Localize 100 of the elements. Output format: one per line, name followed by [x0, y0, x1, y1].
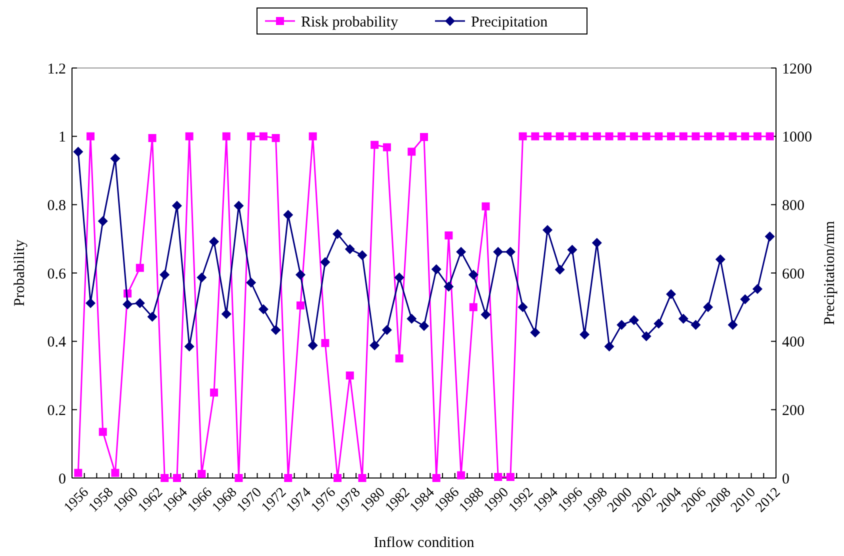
- point: [110, 154, 120, 164]
- point: [432, 474, 440, 482]
- point: [394, 272, 404, 282]
- point: [506, 472, 514, 481]
- point: [703, 302, 714, 312]
- point: [198, 470, 206, 478]
- point: [258, 304, 268, 314]
- point: [74, 468, 82, 477]
- point: [544, 132, 552, 140]
- legend-label: Risk probability: [301, 14, 399, 30]
- point: [766, 132, 774, 140]
- point: [530, 327, 540, 338]
- point: [741, 132, 750, 140]
- point: [704, 132, 712, 140]
- point: [370, 340, 380, 350]
- point: [531, 132, 540, 140]
- point: [642, 132, 650, 140]
- point: [308, 132, 317, 140]
- point: [222, 132, 230, 140]
- point: [419, 320, 429, 331]
- point: [147, 312, 158, 322]
- point: [728, 320, 738, 330]
- point: [444, 282, 454, 292]
- point: [358, 474, 366, 482]
- point: [73, 146, 84, 157]
- y2-axis-title: Precipitation/mm: [822, 220, 838, 326]
- point: [505, 246, 516, 257]
- point: [431, 264, 442, 274]
- y-tick-label: 1.2: [47, 61, 66, 78]
- point: [592, 132, 601, 140]
- point: [334, 474, 342, 482]
- point: [753, 132, 762, 140]
- y-tick-label: 0.2: [47, 402, 66, 419]
- point: [184, 341, 194, 352]
- y2-tick-label: 600: [782, 266, 804, 282]
- y-tick-label: 0.8: [47, 198, 66, 214]
- point: [308, 340, 318, 350]
- point: [456, 246, 466, 257]
- point: [654, 132, 663, 140]
- point: [98, 216, 108, 226]
- point: [667, 132, 676, 140]
- point: [580, 330, 590, 340]
- point: [259, 132, 268, 140]
- point: [678, 314, 688, 324]
- point: [690, 320, 701, 330]
- point: [134, 298, 145, 308]
- point: [457, 471, 466, 480]
- point: [542, 224, 553, 235]
- point: [98, 428, 107, 436]
- point: [86, 298, 96, 308]
- point: [344, 244, 355, 254]
- point: [444, 231, 453, 240]
- point: [592, 238, 602, 248]
- point: [740, 294, 750, 304]
- point: [86, 132, 95, 140]
- point: [210, 388, 218, 397]
- point: [111, 468, 120, 477]
- point: [480, 310, 491, 320]
- point: [493, 246, 504, 257]
- y2-tick-label: 800: [782, 198, 804, 214]
- point: [234, 200, 244, 211]
- point: [494, 472, 502, 481]
- point: [382, 143, 391, 152]
- point: [715, 254, 726, 264]
- point: [616, 320, 627, 330]
- point: [234, 474, 243, 482]
- point: [172, 200, 182, 211]
- point: [752, 284, 762, 294]
- point: [406, 314, 417, 324]
- legend-label: Precipitation: [471, 14, 548, 30]
- point: [628, 315, 639, 326]
- point: [382, 325, 392, 336]
- y-tick-label: 1: [58, 130, 66, 146]
- y-tick-label: 0: [58, 471, 66, 488]
- point: [554, 264, 565, 275]
- y2-tick-label: 400: [782, 334, 804, 351]
- point: [160, 270, 170, 280]
- point: [185, 132, 194, 140]
- y2-tick-label: 1200: [782, 61, 812, 78]
- point: [283, 210, 294, 220]
- point: [346, 372, 354, 380]
- point: [270, 325, 281, 336]
- point: [395, 354, 404, 362]
- point: [468, 270, 478, 280]
- y2-tick-label: 200: [782, 402, 804, 419]
- point: [332, 229, 343, 240]
- point: [321, 339, 330, 348]
- point: [679, 132, 688, 140]
- point: [172, 474, 181, 482]
- point: [221, 309, 232, 319]
- point: [122, 299, 133, 310]
- point: [160, 474, 169, 482]
- point: [408, 148, 416, 156]
- point: [518, 302, 528, 312]
- point: [136, 264, 144, 272]
- point: [764, 231, 775, 242]
- point: [469, 303, 478, 312]
- point: [482, 202, 490, 210]
- y2-tick-label: 1000: [782, 130, 812, 146]
- point: [630, 132, 638, 140]
